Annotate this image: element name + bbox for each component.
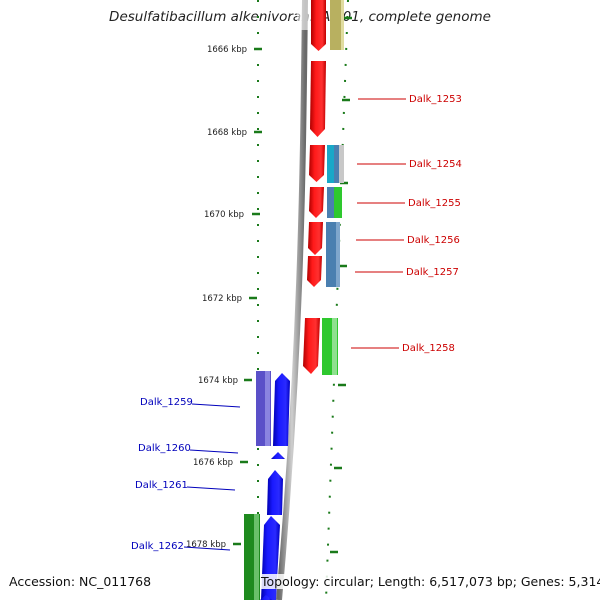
gene-arrow-dalk-1255 — [309, 187, 324, 218]
block-khaki — [330, 0, 344, 50]
gene-arrow-dalk-1253 — [310, 61, 326, 137]
tick-label-1670: 1670 kbp — [204, 210, 244, 220]
gene-arrow-dalk-1257 — [307, 256, 322, 287]
gene-label-dalk-1253: Dalk_1253 — [409, 94, 462, 105]
gene-arrow-bottom — [260, 595, 272, 600]
accession-text: Accession: NC_011768 — [9, 574, 152, 589]
leader-lines — [183, 98, 406, 551]
gene-arrow-top — [311, 0, 326, 51]
tick-labels: 1666 kbp 1668 kbp 1670 kbp 1672 kbp 1674… — [186, 45, 247, 550]
tick-label-1668: 1668 kbp — [207, 128, 247, 138]
backbone-highlight — [297, 0, 313, 30]
tick-label-1676: 1676 kbp — [193, 458, 233, 468]
block-green-a — [334, 187, 342, 218]
gene-arrow-dalk-1259 — [273, 373, 290, 446]
gene-label-dalk-1261: Dalk_1261 — [135, 480, 188, 491]
tick-label-1666: 1666 kbp — [207, 45, 247, 55]
gene-labels: Dalk_1253 Dalk_1254 Dalk_1255 Dalk_1256 … — [131, 94, 462, 552]
gene-label-dalk-1256: Dalk_1256 — [407, 235, 460, 246]
gene-arrow-dalk-1254 — [309, 145, 325, 182]
forward-strand-genes — [303, 0, 326, 374]
gene-arrow-dalk-1258 — [303, 318, 320, 374]
genome-backbone — [276, 0, 308, 600]
block-steelblue-a — [334, 145, 340, 183]
gene-label-dalk-1255: Dalk_1255 — [408, 198, 461, 209]
tick-label-1678: 1678 kbp — [186, 540, 226, 550]
block-cyan — [327, 145, 335, 183]
gene-label-dalk-1260: Dalk_1260 — [138, 443, 191, 454]
gene-label-dalk-1262: Dalk_1262 — [131, 541, 184, 552]
gene-arrow-dalk-1256 — [308, 222, 323, 255]
outer-ruler — [325, 0, 349, 600]
gene-arrow-dalk-1260 — [271, 452, 285, 459]
topology-text: Topology: circular; Length: 6,517,073 bp… — [261, 574, 600, 589]
block-steelblue-b — [327, 187, 335, 218]
tick-label-1672: 1672 kbp — [202, 294, 242, 304]
gene-label-dalk-1257: Dalk_1257 — [406, 267, 459, 278]
outer-feature-blocks — [322, 0, 344, 375]
gene-label-dalk-1258: Dalk_1258 — [402, 343, 455, 354]
block-silver — [339, 145, 344, 183]
gene-label-dalk-1254: Dalk_1254 — [409, 159, 462, 170]
tick-label-1674: 1674 kbp — [198, 376, 238, 386]
gene-arrow-dalk-1261 — [267, 470, 283, 515]
gene-label-dalk-1259: Dalk_1259 — [140, 397, 193, 408]
